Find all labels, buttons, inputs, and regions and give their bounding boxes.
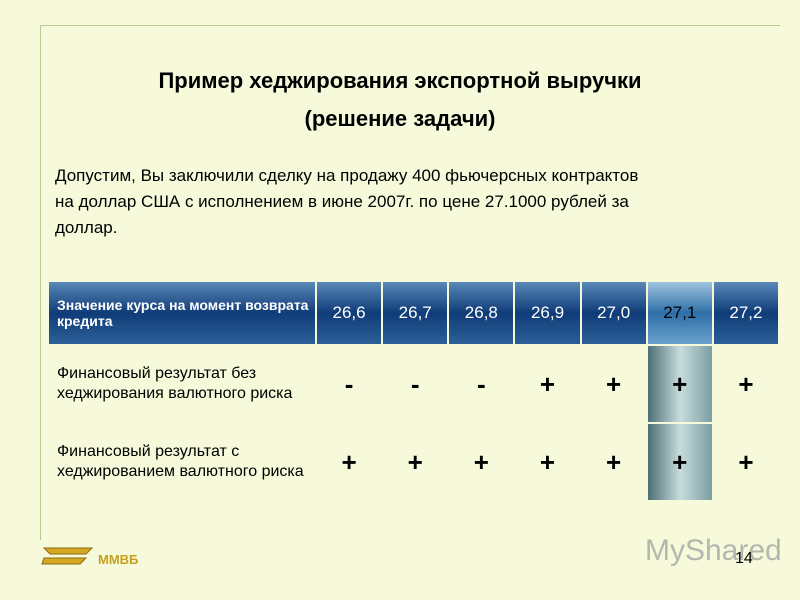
page-number: 14 xyxy=(735,550,753,567)
header-cell: 27,0 xyxy=(579,280,648,346)
header-cell: Значение курса на момент возврата кредит… xyxy=(47,280,317,346)
subtitle: (решение задачи) xyxy=(304,106,496,131)
cell: + xyxy=(381,422,450,502)
body-row: Финансовый результат без хеджирования ва… xyxy=(47,344,781,424)
frame-line xyxy=(40,25,780,26)
cell: - xyxy=(314,344,384,424)
header-cell: 27,2 xyxy=(711,280,781,346)
header-row: Значение курса на момент возврата кредит… xyxy=(47,280,781,346)
cell: + xyxy=(447,422,516,502)
paragraph: Допустим, Вы заключили сделку на продажу… xyxy=(55,163,638,241)
cell: Финансовый результат без хеджирования ва… xyxy=(47,344,317,424)
header-cell: 26,9 xyxy=(513,280,582,346)
watermark: MyShared xyxy=(645,534,782,567)
cell: + xyxy=(314,422,384,502)
logo-text: ММВБ xyxy=(98,552,139,567)
cell: + xyxy=(645,344,714,424)
body-row: Финансовый результат с хеджированием вал… xyxy=(47,422,781,502)
table: Значение курса на момент возврата кредит… xyxy=(47,280,781,502)
cell: + xyxy=(711,422,781,502)
cell: + xyxy=(513,422,582,502)
cell: - xyxy=(447,344,516,424)
cell: + xyxy=(711,344,781,424)
header-cell: 26,8 xyxy=(447,280,516,346)
paragraph-line: доллар. xyxy=(55,218,118,237)
title: Пример хеджирования экспортной выручки xyxy=(158,68,642,93)
header-cell: 27,1 xyxy=(645,280,714,346)
cell: - xyxy=(381,344,450,424)
paragraph-line: Допустим, Вы заключили сделку на продажу… xyxy=(55,166,639,185)
frame-line xyxy=(40,25,41,540)
header-cell: 26,7 xyxy=(381,280,450,346)
cell: + xyxy=(579,422,648,502)
logo xyxy=(41,547,94,565)
cell: + xyxy=(579,344,648,424)
cell: Финансовый результат с хеджированием вал… xyxy=(47,422,317,502)
cell: + xyxy=(645,422,714,502)
paragraph-line: на доллар США с исполнением в июне 2007г… xyxy=(55,192,629,211)
cell: + xyxy=(513,344,582,424)
header-cell: 26,6 xyxy=(314,280,384,346)
